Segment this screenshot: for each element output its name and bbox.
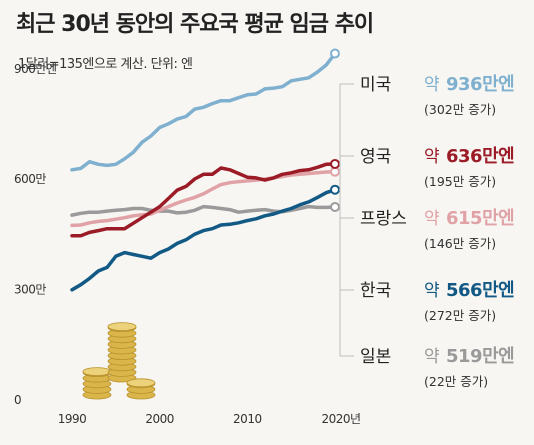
- legend-country-0: 미국: [360, 75, 391, 95]
- legend-value-3: 566만엔: [446, 280, 514, 301]
- legend: 미국 약 936만엔(302만 증가)영국 약 636만엔(195만 증가)프랑스 약 61…: [339, 53, 515, 389]
- y-tick-label-300: 300만: [14, 283, 46, 297]
- series-end-marker-1: [330, 158, 340, 169]
- coins-illustration: [82, 322, 156, 400]
- legend-increase-3: (272만 증가): [424, 308, 496, 323]
- legend-prefix-3: 약: [424, 281, 440, 301]
- y-axis: 0 300만 600만 900만엔: [14, 62, 57, 407]
- coin-top-2: [126, 378, 156, 388]
- coin-top-1: [107, 322, 137, 332]
- series-end-marker-4: [330, 202, 340, 213]
- legend-value-2: 615만엔: [446, 208, 514, 229]
- legend-prefix-2: 약: [424, 209, 440, 229]
- legend-increase-2: (146만 증가): [424, 236, 496, 251]
- legend-prefix-4: 약: [424, 347, 440, 367]
- legend-increase-4: (22만 증가): [424, 374, 488, 389]
- legend-country-1: 영국: [360, 147, 391, 167]
- x-axis: 1990 2000 2010 2020년: [58, 412, 361, 426]
- legend-prefix-1: 약: [424, 147, 440, 167]
- x-tick-label-2000: 2000: [145, 412, 174, 426]
- legend-value-4: 519만엔: [446, 346, 514, 367]
- y-tick-label-0: 0: [14, 393, 21, 407]
- legend-value-1: 636만엔: [446, 146, 514, 167]
- x-tick-label-1990: 1990: [58, 412, 87, 426]
- series-line-1: [70, 162, 337, 238]
- legend-country-4: 일본: [360, 347, 391, 367]
- legend-country-3: 한국: [360, 281, 391, 301]
- legend-value-0: 936만엔: [446, 74, 514, 95]
- legend-increase-0: (302만 증가): [424, 102, 496, 117]
- series-layer: [70, 48, 340, 292]
- chart-subtitle: 1달러=135엔으로 계산. 단위: 엔: [18, 57, 193, 72]
- y-tick-label-600: 600만: [14, 172, 46, 186]
- coin-top-0: [82, 367, 112, 377]
- series-end-marker-3: [330, 184, 340, 195]
- series-line-2: [70, 169, 337, 228]
- x-tick-label-2020: 2020년: [321, 412, 360, 426]
- series-end-marker-0: [330, 48, 340, 59]
- legend-increase-1: (195만 증가): [424, 174, 496, 189]
- series-line-3: [70, 187, 337, 292]
- chart-title: 최근 30년 동안의 주요국 평균 임금 추이: [16, 12, 374, 37]
- x-tick-label-2010: 2010: [233, 412, 262, 426]
- y-tick-label-900: 900만엔: [14, 62, 57, 76]
- series-line-0: [70, 51, 337, 172]
- legend-country-2: 프랑스: [360, 209, 407, 229]
- legend-prefix-0: 약: [424, 75, 440, 95]
